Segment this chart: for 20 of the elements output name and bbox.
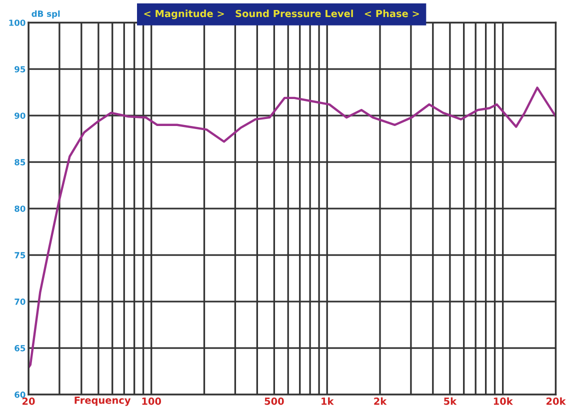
x-tick-label: 100 xyxy=(142,398,162,405)
y-tick-label: 90 xyxy=(14,112,26,119)
x-tick-label: 1k xyxy=(322,397,334,405)
x-tick-label: 2k xyxy=(374,397,387,405)
x-tick-label: 20 xyxy=(22,398,35,405)
y-tick-label: 85 xyxy=(14,159,26,166)
x-tick-label: 10k xyxy=(494,397,514,405)
x-axis-title: Frequency xyxy=(74,396,131,406)
y-axis-title: dB spl xyxy=(32,10,60,18)
y-tick-label: 70 xyxy=(14,298,26,305)
y-tick-label: 100 xyxy=(9,20,26,26)
chart-title: < Magnitude > Sound Pressure Level < Phase > xyxy=(144,10,419,20)
x-tick-label: 20k xyxy=(546,397,566,405)
y-tick-label: 65 xyxy=(14,345,26,352)
y-tick-label: 95 xyxy=(14,66,26,72)
x-tick-label: 500 xyxy=(264,398,284,405)
y-tick-label: 80 xyxy=(14,206,26,212)
y-tick-label: 75 xyxy=(14,252,26,258)
x-tick-label: 5k xyxy=(444,397,457,405)
y-tick-label: 60 xyxy=(14,392,26,398)
